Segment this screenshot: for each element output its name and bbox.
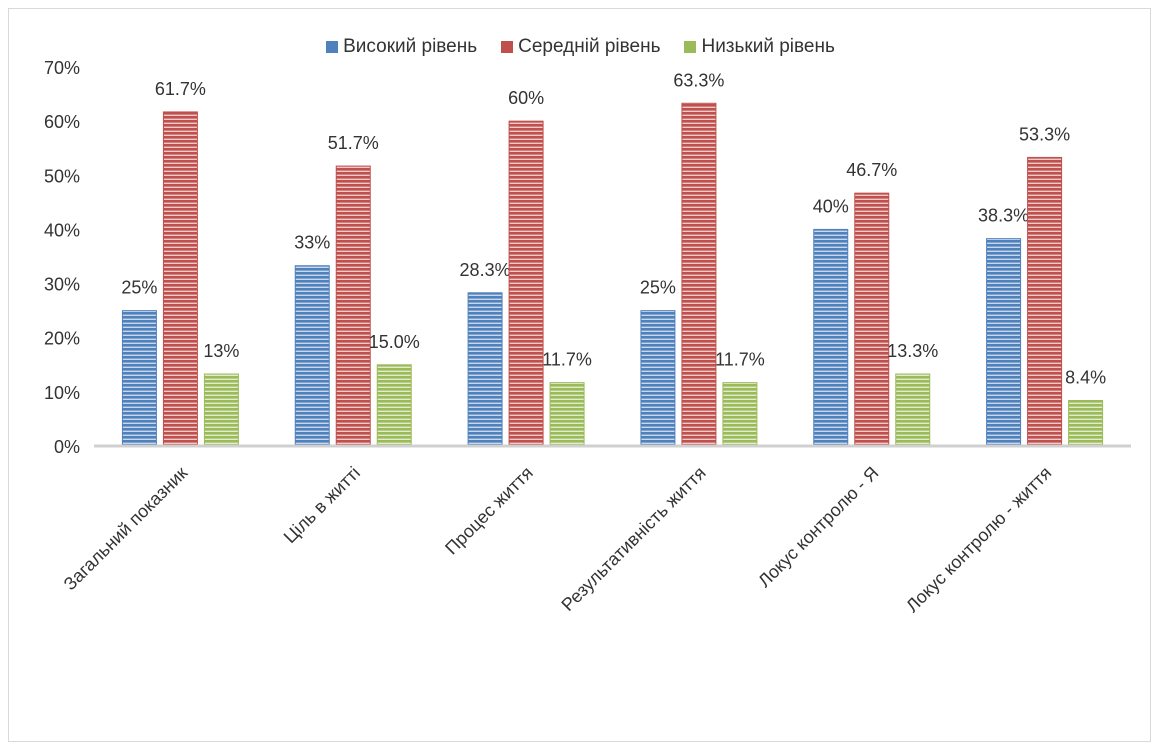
y-axis: 0% 10% 20% 30% 40% 50% 60% 70% (44, 58, 80, 457)
data-label: 13% (203, 341, 239, 361)
data-label: 28.3% (460, 260, 511, 280)
bar (294, 265, 330, 447)
y-tick-label: 60% (44, 112, 80, 132)
x-category-label: Локус контролю - Я (754, 463, 882, 591)
x-axis: Загальний показник Ціль в житті Процес жит… (60, 444, 1131, 616)
bar (162, 111, 198, 447)
data-label: 13.3% (887, 341, 938, 361)
data-label: 25% (121, 278, 157, 298)
y-tick-label: 50% (44, 166, 80, 186)
data-label: 60% (508, 88, 544, 108)
x-category-label: Результативність життя (557, 463, 709, 615)
legend-item-high: Високий рівень (326, 36, 477, 58)
data-label: 63.3% (673, 70, 724, 90)
data-label: 51.7% (328, 133, 379, 153)
data-label: 40% (813, 196, 849, 216)
x-category-label: Загальний показник (60, 463, 192, 595)
bar (640, 310, 676, 447)
bar (1068, 400, 1104, 447)
data-label: 11.7% (542, 350, 592, 370)
bar (376, 364, 412, 447)
legend-swatch-medium (501, 41, 514, 53)
bar (121, 310, 157, 447)
bar (203, 373, 239, 447)
x-category-label: Ціль в житті (280, 463, 364, 547)
bar (1027, 156, 1063, 447)
y-tick-label: 0% (54, 437, 80, 457)
legend-label-medium: Середній рівень (518, 36, 661, 57)
chart-frame (8, 8, 1151, 742)
data-label: 33% (294, 233, 330, 253)
x-category-label: Локус контролю - життя (902, 463, 1055, 616)
x-category-label: Процес життя (441, 463, 537, 559)
bar (895, 373, 931, 447)
bar (549, 382, 585, 447)
bar (508, 120, 544, 447)
bar (681, 102, 717, 447)
bar (986, 238, 1022, 447)
chart-legend: Високий рівень Середній рівень Низький р… (0, 36, 1161, 58)
y-tick-label: 40% (44, 220, 80, 240)
bar (335, 165, 371, 447)
data-label: 61.7% (155, 79, 206, 99)
y-tick-label: 10% (44, 383, 80, 403)
legend-item-medium: Середній рівень (501, 36, 660, 58)
bar (467, 292, 503, 447)
data-label: 38.3% (978, 206, 1029, 226)
legend-swatch-low (684, 41, 697, 53)
bar (854, 192, 890, 447)
data-label: 11.7% (715, 350, 765, 370)
y-tick-label: 70% (44, 58, 80, 78)
data-label: 8.4% (1065, 368, 1106, 388)
bar (813, 228, 849, 447)
legend-label-high: Високий рівень (343, 36, 478, 57)
legend-item-low: Низький рівень (684, 36, 835, 58)
y-tick-label: 20% (44, 329, 80, 349)
bar (722, 382, 758, 447)
data-label: 53.3% (1019, 124, 1070, 144)
data-label: 46.7% (846, 160, 897, 180)
legend-swatch-high (326, 41, 339, 53)
legend-label-low: Низький рівень (701, 36, 835, 57)
data-label: 15.0% (369, 332, 420, 352)
data-label: 25% (640, 278, 676, 298)
y-tick-label: 30% (44, 275, 80, 295)
bars: 25% 61.7% 13% 33% 51.7% 15.0% 28.3% 60% 11.7% 25%… (121, 70, 1106, 447)
